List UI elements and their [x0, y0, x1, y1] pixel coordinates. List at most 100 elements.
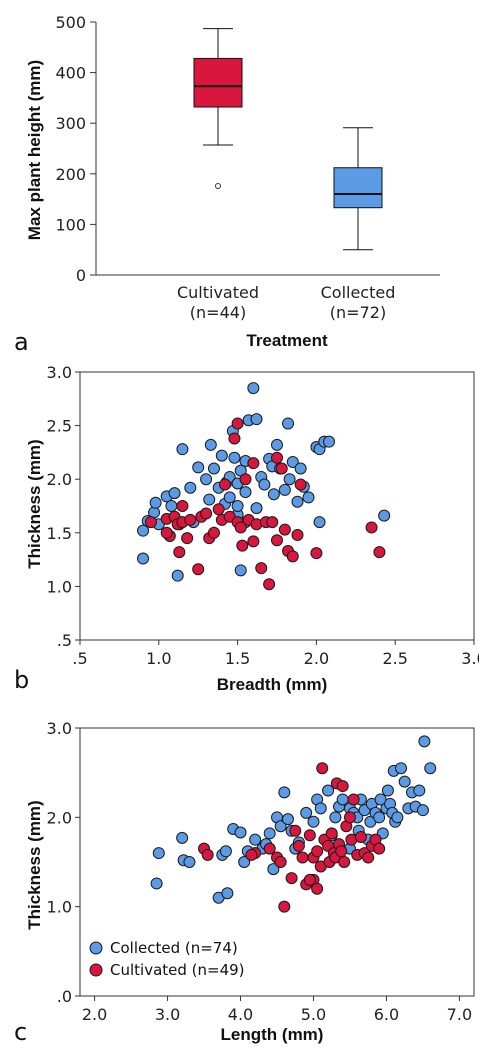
- panel-b-point-cultivated: [294, 478, 307, 491]
- panel-c-point-cultivated: [311, 882, 324, 895]
- panel-c-point-collected: [314, 802, 327, 815]
- panel-a-category-1-name: Cultivated: [177, 283, 259, 302]
- panel-b-point-cultivated: [173, 546, 186, 559]
- panel-c-point-collected: [395, 762, 408, 775]
- panel-b-ytick-label: .5: [57, 631, 72, 650]
- panel-c-point-collected: [219, 845, 232, 858]
- panel-b-point-cultivated: [247, 457, 260, 470]
- panel-c-point-collected: [413, 784, 426, 797]
- panel-b-point-collected: [302, 491, 315, 504]
- panel-b-point-cultivated: [239, 473, 252, 486]
- panel-b-plot-frame: [79, 371, 475, 641]
- panel-c-point-collected: [322, 784, 335, 797]
- panel-b-ytick-label: 3.0: [47, 363, 72, 382]
- panel-c-point-collected: [278, 786, 291, 799]
- panel-b-ytick-label: 1.5: [47, 524, 72, 543]
- panel-b-point-collected: [192, 461, 205, 474]
- panel-a-ytick-label: 300: [55, 114, 86, 133]
- panel-c-xtick-label: 4.0: [228, 1005, 253, 1024]
- panel-c-point-cultivated: [347, 793, 360, 806]
- panel-b-point-collected: [286, 456, 299, 469]
- panel-c-point-collected: [249, 833, 262, 846]
- outlier-point: [215, 182, 221, 189]
- panel-c-point-collected: [416, 804, 429, 817]
- panel-c-point-cultivated: [292, 839, 305, 852]
- panel-c-point-cultivated: [303, 829, 316, 842]
- legend-cultivated-marker: [89, 963, 103, 977]
- legend-collected-label: Collected (n=74): [110, 939, 238, 957]
- panel-a-letter: a: [14, 328, 29, 356]
- panel-c-point-collected: [221, 887, 234, 900]
- panel-b-point-collected: [223, 491, 236, 504]
- panel-b-point-cultivated: [234, 521, 247, 534]
- panel-b-point-collected: [271, 438, 283, 451]
- panel-c-point-cultivated: [362, 851, 375, 864]
- interquartile-box: [193, 57, 243, 108]
- panel-b-point-collected: [291, 495, 304, 508]
- panel-c-point-cultivated: [373, 842, 386, 855]
- panel-c-point-cultivated: [274, 856, 287, 868]
- panel-b-point-collected: [234, 564, 247, 577]
- panel-a-ylabel: Max plant height (mm): [25, 60, 44, 240]
- panel-c-xtick-label: 3.0: [155, 1005, 180, 1024]
- panel-c-point-cultivated: [343, 811, 356, 824]
- panel-c-point-collected: [424, 762, 437, 775]
- panel-c-ytick-label: .0: [57, 987, 72, 1006]
- panel-a-category-1-count: (n=44): [190, 303, 246, 322]
- panel-b-xtick-label: 3.0: [461, 649, 479, 668]
- panel-c-point-collected: [267, 863, 280, 876]
- panel-b-ytick-label: 1.0: [47, 577, 72, 596]
- panel-b-point-collected: [137, 524, 150, 537]
- panel-c-point-cultivated: [336, 780, 349, 793]
- box-1: [193, 28, 243, 189]
- panel-b-point-collected: [258, 478, 271, 491]
- panel-c-point-collected: [329, 811, 342, 824]
- panel-c-ytick-label: 3.0: [47, 719, 72, 738]
- panel-c-point-cultivated: [338, 856, 351, 868]
- panel-c-point-collected: [152, 847, 165, 860]
- panel-c-point-cultivated: [303, 873, 316, 886]
- panel-b-point-collected: [282, 417, 295, 430]
- panel-b-point-cultivated: [255, 562, 268, 575]
- legend-cultivated-label: Cultivated (n=49): [110, 961, 245, 979]
- panel-b-point-collected: [231, 500, 244, 512]
- panel-b-point-cultivated: [144, 516, 157, 529]
- panel-c-point-collected: [281, 813, 294, 826]
- panel-b-point-collected: [204, 438, 217, 451]
- panel-c-letter: c: [14, 1018, 27, 1046]
- panel-a-ytick-label: 100: [55, 215, 86, 234]
- panel-a-ytick-label: 200: [55, 165, 86, 184]
- panel-c-point-cultivated: [278, 900, 291, 913]
- panel-b-letter: b: [14, 666, 29, 694]
- panel-b-point-collected: [239, 486, 252, 499]
- panel-b-point-collected: [294, 462, 307, 475]
- panel-c-point-collected: [398, 775, 411, 788]
- panel-c-xtick-label: 6.0: [374, 1005, 399, 1024]
- panel-b-point-cultivated: [271, 451, 283, 464]
- panel-b-xtick-label: 2.0: [304, 649, 329, 668]
- panel-c-point-cultivated: [325, 827, 338, 840]
- panel-b-point-collected: [247, 382, 260, 395]
- panel-b-point-cultivated: [278, 523, 291, 536]
- panel-c-point-collected: [263, 827, 276, 840]
- panel-c-point-cultivated: [289, 824, 302, 837]
- panel-b-point-collected: [137, 552, 150, 565]
- panel-c-xtick-label: 2.0: [82, 1005, 107, 1024]
- panel-b-point-cultivated: [365, 521, 378, 534]
- panel-c-ylabel: Thickness (mm): [25, 800, 44, 929]
- panel-c-point-cultivated: [335, 845, 348, 858]
- panel-c-point-collected: [176, 831, 189, 844]
- panel-b-point-cultivated: [212, 503, 225, 516]
- panel-b-xtick-label: .5: [72, 649, 87, 668]
- panel-b-point-cultivated: [176, 500, 189, 512]
- panel-c-point-cultivated: [354, 830, 367, 843]
- panel-c-xlabel: Length (mm): [221, 1025, 324, 1044]
- panel-b-xtick-label: 2.5: [382, 649, 407, 668]
- panel-b-point-collected: [184, 481, 197, 494]
- panel-c-point-collected: [418, 735, 431, 748]
- panel-a-box-chart: Max plant height (mm) 0 100 200 300 400 500 C…: [14, 13, 440, 356]
- panel-b-xtick-label: 1.5: [225, 649, 250, 668]
- panel-b-point-cultivated: [200, 507, 213, 520]
- panel-c-xtick-label: 5.0: [301, 1005, 326, 1024]
